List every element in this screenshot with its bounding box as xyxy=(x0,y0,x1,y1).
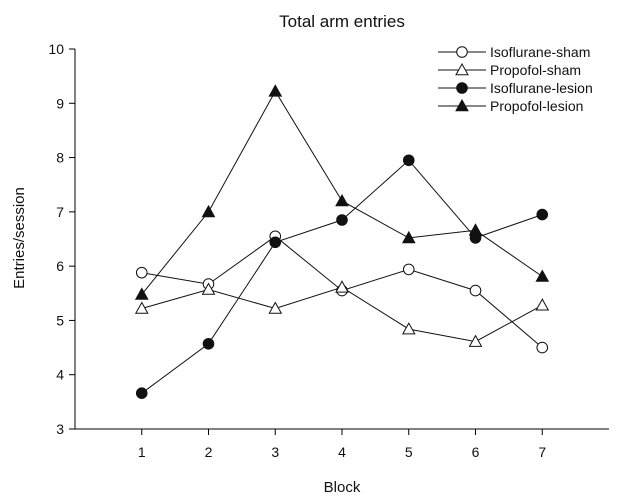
data-point-isoflurane-sham xyxy=(536,341,549,354)
x-tick-label: 3 xyxy=(271,444,279,460)
legend-label: Isoflurane-lesion xyxy=(490,80,593,96)
legend: Isoflurane-sham Propofol-sham Isoflurane-l… xyxy=(438,44,593,114)
data-point-propofol-lesion xyxy=(268,84,283,97)
y-axis-label: Entries/session xyxy=(11,187,28,289)
data-point-propofol-sham xyxy=(201,282,216,295)
y-tick-label: 3 xyxy=(56,421,64,437)
series-propofol-lesion xyxy=(134,84,550,300)
y-tick-label: 6 xyxy=(56,258,64,274)
data-point-propofol-sham xyxy=(401,322,416,335)
data-point-propofol-sham xyxy=(268,301,283,314)
data-point-propofol-lesion xyxy=(468,223,483,236)
x-tick-label: 6 xyxy=(472,444,480,460)
y-tick-label: 8 xyxy=(56,150,64,166)
data-point-propofol-sham xyxy=(335,280,349,293)
x-tick-label: 7 xyxy=(538,444,546,460)
data-point-isoflurane-sham xyxy=(135,266,148,279)
data-point-isoflurane-lesion xyxy=(269,236,282,249)
x-tick-label: 5 xyxy=(405,444,413,460)
y-tick-label: 4 xyxy=(56,367,64,383)
data-point-isoflurane-lesion xyxy=(135,387,148,399)
y-tick-label: 9 xyxy=(56,95,64,111)
data-point-isoflurane-lesion xyxy=(336,214,348,226)
y-tick-label: 5 xyxy=(56,312,64,328)
data-point-isoflurane-lesion xyxy=(536,208,549,221)
data-point-propofol-lesion xyxy=(401,230,416,244)
legend-item-propofol-lesion: Propofol-lesion xyxy=(438,98,583,114)
data-point-propofol-lesion xyxy=(335,193,349,207)
legend-marker xyxy=(455,98,469,112)
x-tick-label: 1 xyxy=(138,444,146,460)
legend-label: Isoflurane-sham xyxy=(490,44,590,60)
data-point-propofol-sham xyxy=(134,301,149,314)
data-point-propofol-lesion xyxy=(535,269,550,282)
series-line-propofol-lesion xyxy=(141,90,543,295)
legend-item-isoflurane-sham: Isoflurane-sham xyxy=(438,44,590,60)
data-point-propofol-lesion xyxy=(134,287,149,300)
x-axis-label: Block xyxy=(324,479,361,496)
axes: 3 4 5 6 7 8 9 10 1 2 3 4 5 6 7 xyxy=(48,41,609,460)
data-point-isoflurane-lesion xyxy=(202,337,215,350)
y-tick-label: 10 xyxy=(48,41,64,57)
legend-label: Propofol-sham xyxy=(490,62,581,78)
data-point-propofol-lesion xyxy=(201,204,216,218)
legend-marker xyxy=(455,62,469,76)
data-point-isoflurane-sham xyxy=(469,284,482,297)
legend-marker xyxy=(456,46,468,58)
data-point-isoflurane-sham xyxy=(402,263,415,276)
data-point-isoflurane-lesion xyxy=(402,154,415,167)
chart-title: Total arm entries xyxy=(279,12,405,31)
legend-marker xyxy=(456,82,468,94)
series-layer xyxy=(134,84,550,399)
series-isoflurane-lesion xyxy=(135,154,549,399)
x-tick-label: 2 xyxy=(205,444,213,460)
legend-label: Propofol-lesion xyxy=(490,98,583,114)
data-point-propofol-sham xyxy=(535,298,550,311)
data-point-propofol-sham xyxy=(468,334,483,347)
y-tick-label: 7 xyxy=(56,204,64,220)
legend-item-isoflurane-lesion: Isoflurane-lesion xyxy=(438,80,593,96)
legend-item-propofol-sham: Propofol-sham xyxy=(438,62,581,78)
series-propofol-sham xyxy=(134,280,550,347)
x-tick-label: 4 xyxy=(338,444,346,460)
